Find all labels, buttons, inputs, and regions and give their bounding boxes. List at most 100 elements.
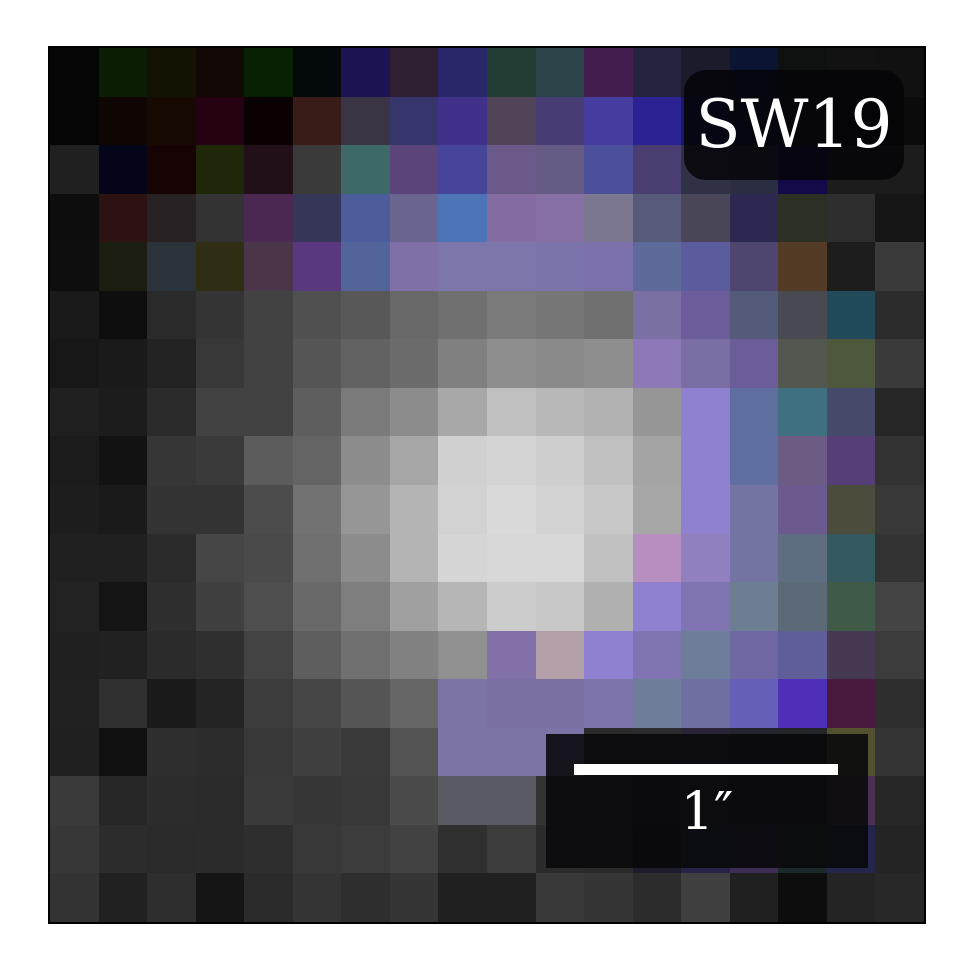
pixel-cell (98, 48, 148, 97)
pixel-cell (292, 48, 342, 97)
pixel-cell (50, 436, 99, 485)
pixel-cell (535, 96, 585, 146)
pixel-cell (389, 96, 439, 146)
pixel-cell (875, 679, 924, 728)
pixel-cell (584, 485, 633, 534)
pixel-cell (584, 96, 633, 146)
pixel-cell (875, 485, 924, 534)
pixel-cell (535, 436, 585, 485)
pixel-cell (195, 436, 245, 485)
pixel-cell (195, 679, 245, 728)
image-frame: SW19 1″ (48, 46, 926, 924)
pixel-cell (826, 533, 876, 583)
pixel-cell (729, 387, 779, 437)
pixel-cell (147, 873, 196, 922)
pixel-cell (292, 339, 342, 388)
pixel-cell (438, 679, 487, 728)
pixel-cell (438, 436, 487, 485)
pixel-cell (535, 679, 585, 728)
pixel-cell (584, 873, 633, 922)
pixel-cell (341, 48, 390, 97)
pixel-cell (487, 533, 536, 583)
pixel-cell (438, 290, 487, 340)
pixel-cell (98, 824, 148, 874)
pixel-cell (535, 290, 585, 340)
pixel-cell (875, 873, 924, 922)
pixel-cell (584, 436, 633, 485)
pixel-cell (195, 776, 245, 825)
pixel-cell (875, 533, 924, 583)
pixel-cell (98, 96, 148, 146)
pixel-cell (195, 96, 245, 146)
pixel-cell (826, 630, 876, 680)
pixel-cell (292, 290, 342, 340)
pixel-cell (244, 387, 293, 437)
pixel-cell (778, 533, 827, 583)
pixel-cell (292, 436, 342, 485)
pixel-cell (584, 193, 633, 243)
object-label: SW19 (695, 86, 893, 163)
pixel-cell (292, 873, 342, 922)
pixel-cell (826, 485, 876, 534)
pixel-cell (389, 533, 439, 583)
pixel-cell (341, 485, 390, 534)
pixel-cell (292, 485, 342, 534)
pixel-cell (195, 193, 245, 243)
pixel-cell (50, 485, 99, 534)
pixel-cell (778, 339, 827, 388)
pixel-cell (147, 582, 196, 631)
pixel-cell (632, 96, 682, 146)
pixel-cell (195, 339, 245, 388)
pixel-cell (292, 630, 342, 680)
pixel-cell (729, 873, 779, 922)
pixel-cell (826, 679, 876, 728)
pixel-cell (195, 582, 245, 631)
pixel-cell (50, 873, 99, 922)
pixel-cell (98, 290, 148, 340)
pixel-cell (244, 824, 293, 874)
pixel-cell (681, 582, 730, 631)
pixel-cell (438, 242, 487, 291)
pixel-cell (875, 387, 924, 437)
pixel-cell (147, 776, 196, 825)
pixel-cell (50, 727, 99, 777)
pixel-cell (729, 582, 779, 631)
pixel-cell (341, 824, 390, 874)
pixel-cell (487, 387, 536, 437)
pixel-cell (244, 533, 293, 583)
pixel-cell (50, 48, 99, 97)
pixel-cell (147, 242, 196, 291)
pixel-cell (389, 290, 439, 340)
pixel-cell (195, 727, 245, 777)
pixel-cell (341, 436, 390, 485)
pixel-cell (438, 873, 487, 922)
pixel-cell (535, 48, 585, 97)
pixel-cell (584, 48, 633, 97)
pixel-cell (195, 824, 245, 874)
pixel-cell (535, 339, 585, 388)
pixel-cell (147, 485, 196, 534)
pixel-cell (292, 582, 342, 631)
pixel-cell (389, 776, 439, 825)
pixel-cell (729, 485, 779, 534)
pixel-cell (875, 630, 924, 680)
pixel-cell (632, 679, 682, 728)
pixel-cell (632, 485, 682, 534)
pixel-cell (681, 290, 730, 340)
pixel-cell (729, 533, 779, 583)
pixel-cell (632, 630, 682, 680)
pixel-cell (50, 776, 99, 825)
pixel-cell (244, 193, 293, 243)
pixel-cell (826, 193, 876, 243)
pixel-cell (292, 242, 342, 291)
pixel-cell (50, 145, 99, 194)
pixel-cell (535, 630, 585, 680)
scale-bar-line (574, 764, 838, 775)
pixel-cell (681, 436, 730, 485)
pixel-cell (50, 582, 99, 631)
pixel-cell (389, 339, 439, 388)
pixel-cell (487, 727, 536, 777)
pixel-cell (98, 193, 148, 243)
pixel-cell (147, 679, 196, 728)
pixel-cell (487, 824, 536, 874)
